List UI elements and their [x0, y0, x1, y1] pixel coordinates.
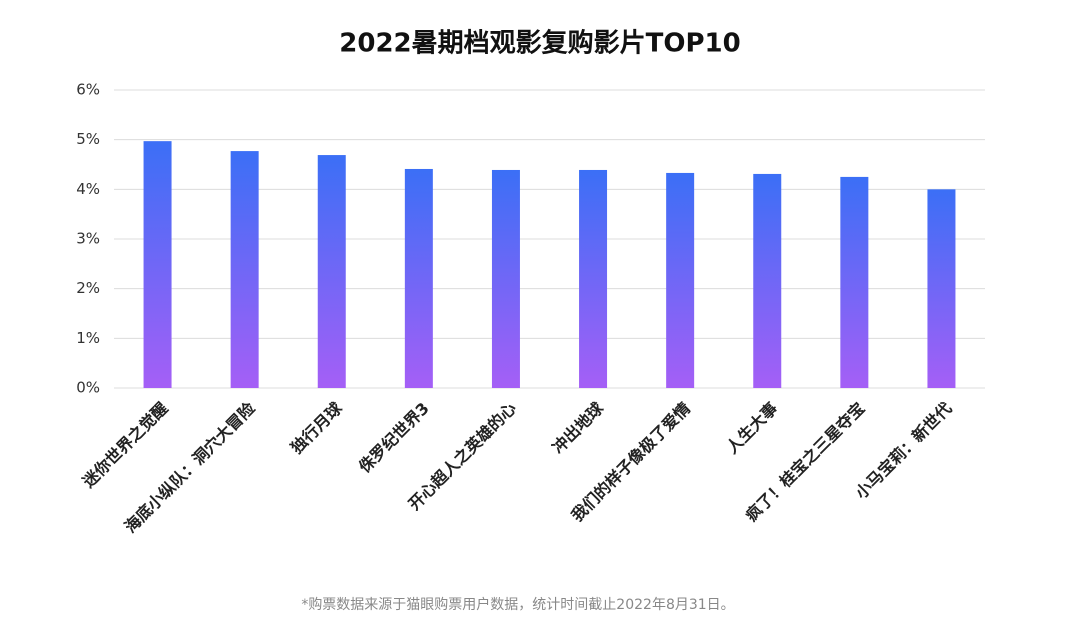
bar	[230, 151, 259, 388]
x-tick-label: 侏罗纪世界3	[355, 399, 433, 477]
x-tick-label: 冲出地球	[548, 398, 607, 457]
bar	[404, 168, 433, 388]
x-tick-label: 迷你世界之觉醒	[78, 399, 171, 492]
bar	[491, 169, 520, 388]
bar	[840, 176, 869, 388]
x-tick-label: 独行月球	[287, 398, 346, 457]
y-tick-label: 6%	[76, 81, 100, 99]
bar	[753, 173, 782, 388]
y-tick-label: 4%	[76, 180, 100, 198]
y-tick-label: 0%	[76, 379, 100, 397]
y-tick-label: 2%	[76, 279, 100, 297]
bar	[666, 172, 695, 388]
chart-title: 2022暑期档观影复购影片TOP10	[339, 29, 740, 59]
y-tick-label: 1%	[76, 329, 100, 347]
y-tick-label: 3%	[76, 230, 100, 248]
bar	[143, 141, 172, 388]
y-tick-label: 5%	[76, 130, 100, 148]
footnote: *购票数据来源于猫眼购票用户数据，统计时间截止2022年8月31日。	[301, 596, 734, 613]
bar	[579, 169, 608, 388]
bar	[317, 155, 346, 388]
bar	[927, 189, 956, 388]
x-tick-label: 人生大事	[723, 399, 782, 458]
x-tick-label: 小马宝莉：新世代	[852, 399, 956, 503]
